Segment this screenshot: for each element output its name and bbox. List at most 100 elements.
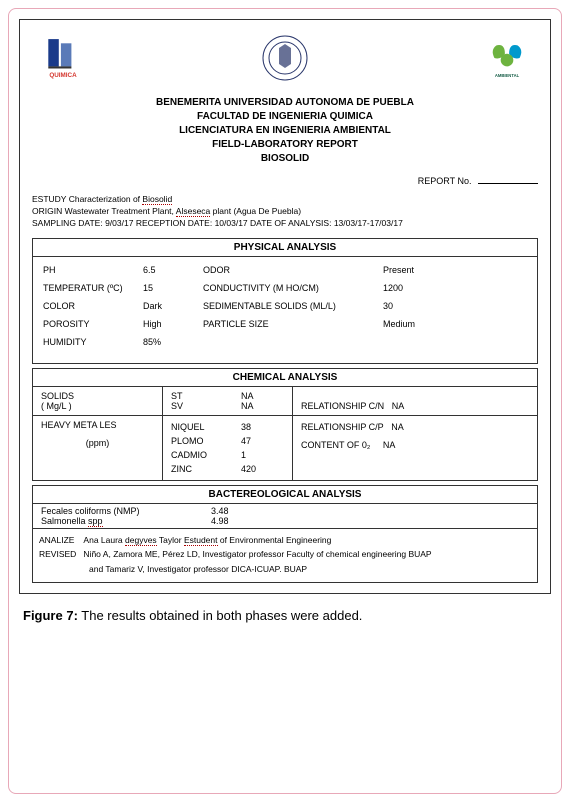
phys-row-2: COLOR Dark SEDIMENTABLE SOLIDS (ML/L) 30 [43,301,527,311]
content-o2-label: CONTENT OF 0₂ [301,440,370,450]
estudy-label: ESTUDY [32,194,66,204]
logo-row: QUIMICA AMBIENTAL [32,30,538,96]
signature-block: ANALIZE Ana Laura degyves Taylor Estuden… [33,528,537,582]
chem-row-metals: HEAVY META LES (ppm) NIQUEL PLOMO CADMIO… [33,415,537,480]
phys-r1: PARTICLE SIZE [203,319,383,329]
figure-caption: Figure 7: The results obtained in both p… [19,594,551,627]
rel-cp-val: NA [391,422,404,432]
meta-block: ESTUDY Characterization of Biosolid ORIG… [32,194,538,230]
rel-cp-row: RELATIONSHIP C/P NA [301,420,529,434]
revised-value-1: Niño A, Zamora ME, Pérez LD, Investigato… [83,549,431,559]
bact-v: 3.48 [211,506,271,516]
bact-body: Fecales coliforms (NMP) 3.48 Salmonella … [33,504,537,528]
header-block: BENEMERITA UNIVERSIDAD AUTONOMA DE PUEBL… [32,96,538,166]
estudy-value: Characterization of Biosolid [69,194,172,205]
report-no-blank [478,183,538,184]
phys-r2 [383,337,443,347]
chemical-section: CHEMICAL ANALYSIS SOLIDS ( Mg/L ) ST SV … [32,368,538,481]
metal-2-val: 1 [241,448,284,462]
header-line-1: BENEMERITA UNIVERSIDAD AUTONOMA DE PUEBL… [32,96,538,110]
report-no-row: REPORT No. [32,176,538,186]
solids-unit: ( Mg/L ) [41,401,154,411]
phys-r1: CONDUCTIVITY (M HO/CM) [203,283,383,293]
metal-1-name: PLOMO [171,434,225,448]
phys-l2: 6.5 [143,265,203,275]
physical-body: PH 6.5 ODOR Present TEMPERATUR (ºC) 15 C… [33,257,537,363]
revised-row-2: and Tamariz V, Investigator professor DI… [39,562,531,576]
phys-r1: ODOR [203,265,383,275]
revised-row-1: REVISED Niño A, Zamora ME, Pérez LD, Inv… [39,547,531,561]
header-line-4: FIELD-LABORATORY REPORT [32,138,538,152]
sampling-value: 9/03/17 [105,218,133,228]
bact-v: 4.98 [211,516,271,526]
rel-cn-val: NA [392,401,405,411]
metal-2-name: CADMIO [171,448,225,462]
physical-header: PHYSICAL ANALYSIS [33,239,537,257]
phys-row-1: TEMPERATUR (ºC) 15 CONDUCTIVITY (M HO/CM… [43,283,527,293]
st-sv-labels: ST SV [163,387,233,415]
analize-row: ANALIZE Ana Laura degyves Taylor Estuden… [39,533,531,547]
chemical-header: CHEMICAL ANALYSIS [33,369,537,387]
phys-l2: High [143,319,203,329]
content-o2-val: NA [383,440,396,450]
phys-row-3: POROSITY High PARTICLE SIZE Medium [43,319,527,329]
caption-text: The results obtained in both phases were… [78,608,363,623]
phys-l2: Dark [143,301,203,311]
phys-l1: COLOR [43,301,143,311]
outer-frame: QUIMICA AMBIENTAL BENEMERIT [8,8,562,794]
sampling-label: SAMPLING DATE: [32,218,103,228]
rel-cn-label: RELATIONSHIP C/N [301,401,384,411]
phys-r1: SEDIMENTABLE SOLIDS (ML/L) [203,301,383,311]
metal-1-val: 47 [241,434,284,448]
content-o2-row: CONTENT OF 0₂ NA [301,434,529,456]
phys-l2: 15 [143,283,203,293]
caption-label: Figure 7: [23,608,78,623]
meta-estudy: ESTUDY Characterization of Biosolid [32,194,538,206]
phys-l2: 85% [143,337,203,347]
phys-row-0: PH 6.5 ODOR Present [43,265,527,275]
origin-value: Wastewater Treatment Plant, Alseseca pla… [65,206,301,217]
analize-value: Ana Laura degyves Taylor Estudent of Env… [83,535,331,546]
svg-text:QUIMICA: QUIMICA [49,72,77,79]
logo-center-seal-icon [261,34,309,82]
phys-l1: PH [43,265,143,275]
origin-label: ORIGIN [32,206,62,216]
bact-row-1: Salmonella spp 4.98 [41,516,529,526]
phys-l1: POROSITY [43,319,143,329]
reception-label: RECEPTION DATE: [136,218,212,228]
phys-r2: Medium [383,319,443,329]
bact-row-0: Fecales coliforms (NMP) 3.48 [41,506,529,516]
physical-section: PHYSICAL ANALYSIS PH 6.5 ODOR Present TE… [32,238,538,364]
analize-label: ANALIZE [39,535,74,545]
chem-row-solids: SOLIDS ( Mg/L ) ST SV NA NA RELATIONSHIP… [33,387,537,415]
report-no-label: REPORT No. [418,176,472,186]
metal-vals: 38 47 1 420 [233,416,293,480]
bact-section: BACTEREOLOGICAL ANALYSIS Fecales colifor… [32,485,538,583]
st-label: ST [171,391,225,401]
phys-r2: 30 [383,301,443,311]
analysis-value: 13/03/17-17/03/17 [334,218,403,228]
header-line-3: LICENCIATURA EN INGENIERIA AMBIENTAL [32,124,538,138]
bact-header: BACTEREOLOGICAL ANALYSIS [33,486,537,504]
st-val: NA [241,391,284,401]
header-line-2: FACULTAD DE INGENIERIA QUIMICA [32,110,538,124]
metal-0-val: 38 [241,420,284,434]
phys-r1 [203,337,383,347]
meta-origin: ORIGIN Wastewater Treatment Plant, Alses… [32,206,538,218]
rel-cn-cell: RELATIONSHIP C/N NA [293,387,537,415]
header-line-5: BIOSOLID [32,152,538,166]
heavy-label: HEAVY META LES [41,420,154,430]
logo-right-ambiental-icon: AMBIENTAL [486,37,528,79]
rel-cp-o2-cell: RELATIONSHIP C/P NA CONTENT OF 0₂ NA [293,416,537,480]
chemical-body: SOLIDS ( Mg/L ) ST SV NA NA RELATIONSHIP… [33,387,537,480]
analysis-label: DATE OF ANALYSIS: [250,218,331,228]
metal-names: NIQUEL PLOMO CADMIO ZINC [163,416,233,480]
heavy-unit: (ppm) [41,430,154,448]
reception-value: 10/03/17 [215,218,248,228]
document-frame: QUIMICA AMBIENTAL BENEMERIT [19,19,551,594]
logo-left-quimica-icon: QUIMICA [42,37,84,79]
meta-dates: SAMPLING DATE: 9/03/17 RECEPTION DATE: 1… [32,218,538,230]
metal-3-name: ZINC [171,462,225,476]
phys-l1: TEMPERATUR (ºC) [43,283,143,293]
bact-l: Salmonella spp [41,516,211,526]
